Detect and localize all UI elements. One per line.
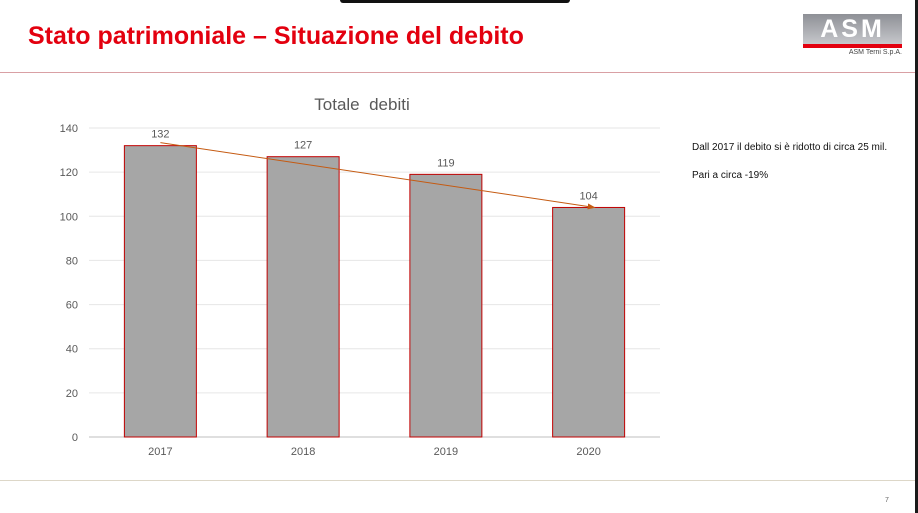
x-tick-label: 2019 xyxy=(434,446,458,458)
y-tick-label: 80 xyxy=(66,255,78,267)
chart-bars xyxy=(123,145,626,438)
footer-divider xyxy=(0,480,918,481)
y-tick-label: 20 xyxy=(66,388,78,400)
y-tick-label: 120 xyxy=(60,167,78,179)
commentary-box: Dall 2017 il debito si è ridotto di circ… xyxy=(692,141,892,197)
logo-wordmark: ASM xyxy=(803,14,902,44)
y-tick-label: 140 xyxy=(60,123,78,135)
page-number: 7 xyxy=(885,497,889,504)
x-axis-ticks: 2017 2018 2019 2020 xyxy=(148,446,601,458)
data-label-2018: 127 xyxy=(294,140,312,152)
window-notch xyxy=(340,0,570,3)
company-logo: ASM ASM Terni S.p.A. xyxy=(803,14,902,58)
y-tick-label: 0 xyxy=(72,432,78,444)
y-tick-label: 100 xyxy=(60,211,78,223)
x-tick-label: 2017 xyxy=(148,446,172,458)
x-tick-label: 2018 xyxy=(291,446,315,458)
slide-title: Stato patrimoniale – Situazione del debi… xyxy=(28,22,524,50)
y-tick-label: 40 xyxy=(66,344,78,356)
data-label-2017: 132 xyxy=(151,129,169,141)
y-axis-ticks: 0 20 40 60 80 100 120 140 xyxy=(60,123,78,444)
commentary-line-1: Dall 2017 il debito si è ridotto di circ… xyxy=(692,142,888,153)
bar-2019 xyxy=(409,173,483,438)
trend-arrow xyxy=(160,142,596,210)
data-label-2019: 119 xyxy=(437,157,455,169)
bar-2017 xyxy=(123,145,197,438)
title-divider xyxy=(0,72,918,73)
logo-subtitle: ASM Terni S.p.A. xyxy=(848,49,902,56)
commentary-line-2: Pari a circa -19% xyxy=(692,170,769,181)
x-tick-label: 2020 xyxy=(576,446,600,458)
chart-title: Totale debiti xyxy=(314,95,409,114)
data-label-2020: 104 xyxy=(579,190,597,202)
logo-red-bar xyxy=(803,44,902,48)
bar-2018 xyxy=(266,156,340,438)
bar-2020 xyxy=(552,206,626,438)
y-tick-label: 60 xyxy=(66,300,78,312)
bar-data-labels: 132 127 119 104 xyxy=(151,129,598,203)
window-edge xyxy=(915,0,918,513)
